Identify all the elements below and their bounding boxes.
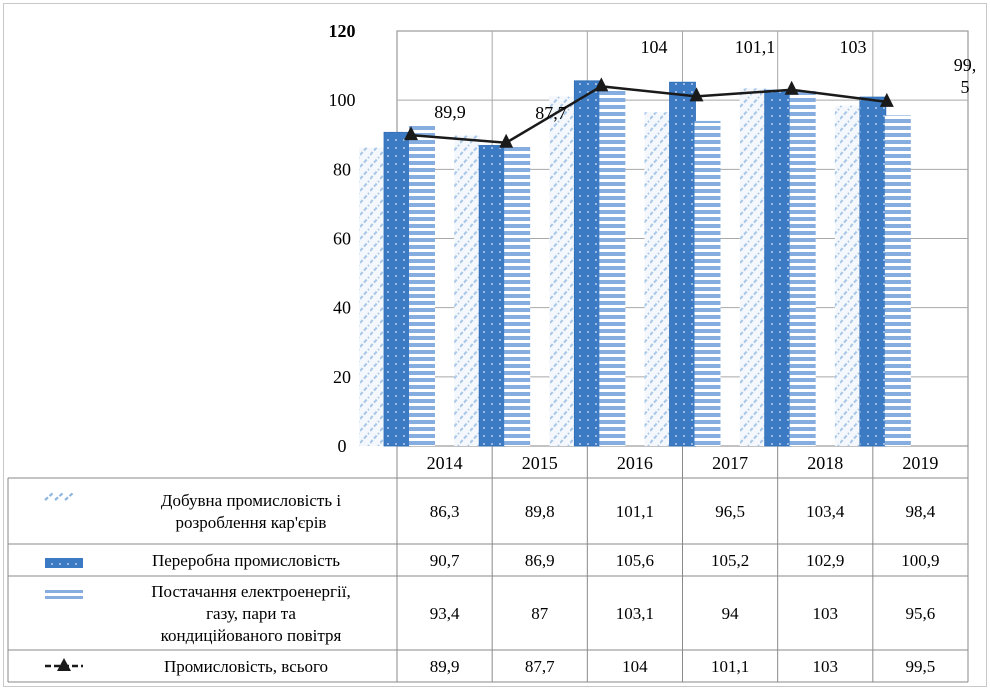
bar	[573, 80, 601, 447]
table-cell: 101,1	[711, 657, 749, 676]
legend-key	[45, 558, 83, 568]
table-cell: 103,1	[616, 604, 654, 623]
line-marker	[689, 87, 704, 102]
point-label: 103	[840, 37, 867, 57]
legend-key	[57, 658, 71, 671]
y-tick-label: 20	[333, 367, 351, 387]
table-cell: 89,8	[525, 502, 555, 521]
bar	[359, 147, 385, 446]
line-marker	[499, 133, 514, 148]
bar	[599, 89, 626, 446]
bar	[644, 112, 671, 446]
table-cell: 104	[622, 657, 648, 676]
y-tick-label: 120	[329, 21, 356, 41]
table-cell: 101,1	[616, 502, 654, 521]
point-label: 89,9	[434, 102, 466, 122]
series-name: Промисловість, всього	[164, 657, 328, 676]
bar	[478, 145, 506, 447]
table-cell: 98,4	[906, 502, 936, 521]
table-cell: 89,9	[430, 657, 460, 676]
table-cell: 103	[813, 604, 839, 623]
table-cell: 99,5	[906, 657, 936, 676]
table-cell: 95,6	[906, 604, 936, 623]
bar	[789, 89, 816, 447]
table-cell: 90,7	[430, 551, 460, 570]
bar	[669, 81, 696, 447]
bar	[834, 105, 861, 446]
category-label: 2017	[712, 453, 748, 473]
line-marker	[594, 77, 609, 92]
table-cell: 87	[531, 604, 549, 623]
bar	[884, 115, 911, 446]
bar	[454, 135, 481, 447]
bar	[694, 120, 721, 447]
y-tick-label: 0	[338, 436, 347, 456]
bar	[764, 89, 792, 447]
table-cell: 105,2	[711, 551, 749, 570]
table-cell: 103	[813, 657, 839, 676]
legend-key	[45, 590, 83, 593]
bar	[859, 96, 887, 447]
legend-key	[44, 492, 74, 501]
category-label: 2018	[807, 453, 843, 473]
point-label: 101,1	[735, 37, 776, 57]
series-name: Переробна промисловість	[152, 551, 340, 570]
bar	[549, 96, 576, 447]
legend-key	[45, 596, 83, 599]
category-label: 2014	[427, 453, 463, 473]
category-label: 2016	[617, 453, 653, 473]
line-marker	[784, 80, 799, 95]
series-name: Постачання електроенергії, газу, пари та к…	[151, 582, 350, 645]
table-cell: 86,3	[430, 502, 460, 521]
table-cell: 96,5	[715, 502, 745, 521]
bar	[739, 88, 766, 447]
table-cell: 93,4	[430, 604, 460, 623]
table-cell: 94	[722, 604, 740, 623]
y-tick-label: 100	[329, 90, 356, 110]
category-label: 2019	[902, 453, 938, 473]
chart-frame	[3, 3, 987, 687]
table-cell: 87,7	[525, 657, 555, 676]
bar	[409, 122, 435, 446]
y-tick-label: 60	[333, 229, 351, 249]
point-label: 87,7	[535, 103, 567, 123]
table-cell: 105,6	[616, 551, 654, 570]
series-name: Добувна промисловість і розроблення кар'є…	[161, 491, 341, 532]
y-tick-label: 40	[333, 298, 351, 318]
bar	[504, 145, 531, 446]
line-marker	[879, 92, 894, 107]
y-tick-label: 80	[333, 159, 351, 179]
point-label: 99,	[954, 55, 977, 75]
point-label: 5	[961, 77, 970, 97]
category-label: 2015	[522, 453, 558, 473]
point-label: 104	[641, 37, 668, 57]
series-line	[410, 85, 887, 144]
table-cell: 100,9	[901, 551, 939, 570]
line-marker	[404, 126, 418, 141]
bar	[383, 131, 411, 447]
table-cell: 103,4	[806, 502, 845, 521]
table-cell: 86,9	[525, 551, 555, 570]
table-cell: 102,9	[806, 551, 844, 570]
